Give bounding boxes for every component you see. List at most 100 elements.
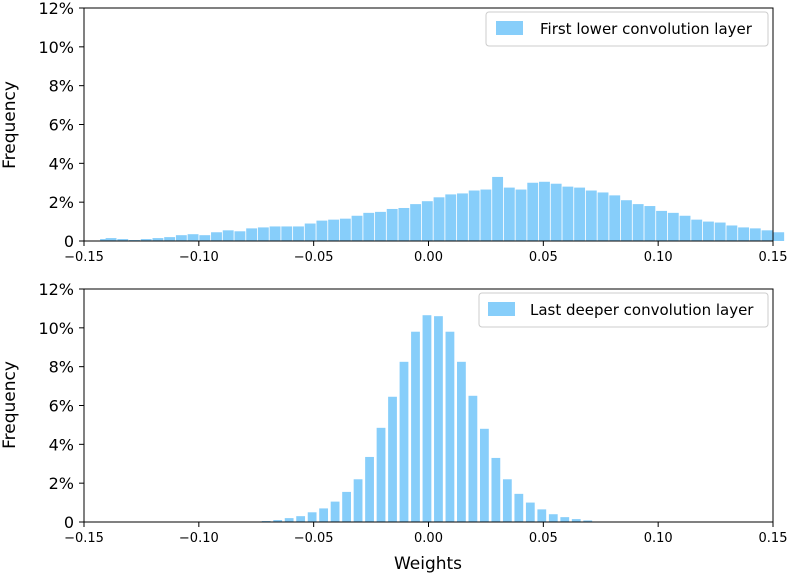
- top-bar-33: [480, 189, 492, 241]
- top-bar-12: [234, 231, 246, 241]
- top-bar-48: [656, 210, 668, 241]
- top-x-tick-label: 0.00: [414, 250, 443, 265]
- bottom-legend-box: [478, 292, 769, 328]
- top-y-tick-label: 12%: [38, 0, 74, 18]
- top-bar-34: [492, 176, 504, 241]
- bottom-legend: Last deeper convolution layer: [478, 292, 769, 328]
- top-bar-43: [597, 192, 609, 241]
- top-legend-box: [485, 11, 769, 47]
- top-bar-35: [503, 187, 515, 241]
- bottom-bar-13: [399, 361, 409, 522]
- bottom-x-tick-label: 0.00: [414, 531, 443, 546]
- top-bar-58: [773, 232, 785, 241]
- top-bar-16: [281, 226, 293, 241]
- top-bar-6: [164, 237, 176, 241]
- top-bar-41: [574, 187, 586, 241]
- bottom-y-axis-label: Frequency: [0, 361, 20, 449]
- top-bar-45: [621, 200, 632, 241]
- top-x-tick-label: −0.05: [294, 250, 334, 265]
- top-bar-42: [585, 190, 597, 241]
- top-bar-37: [527, 182, 539, 241]
- bottom-bar-11: [376, 427, 386, 522]
- top-y-tick-label: 10%: [38, 38, 74, 57]
- bottom-x-tick-label: 0.15: [759, 531, 788, 546]
- top-bar-29: [433, 197, 445, 241]
- top-y-tick-label: 0: [64, 232, 74, 251]
- bottom-y-tick-label: 2%: [49, 474, 74, 493]
- top-bar-54: [726, 225, 738, 241]
- top-bar-21: [339, 218, 351, 241]
- top-bar-24: [375, 211, 386, 242]
- bottom-x-tick-label: 0.05: [529, 531, 558, 546]
- bottom-bar-26: [548, 514, 558, 522]
- top-bar-15: [269, 226, 281, 241]
- top-bar-40: [562, 186, 574, 241]
- top-bar-22: [351, 215, 363, 241]
- bottom-y-tick-label: 6%: [49, 397, 74, 416]
- bottom-bar-28: [571, 519, 581, 522]
- top-bar-18: [304, 223, 316, 241]
- top-bar-11: [222, 230, 234, 241]
- bottom-bar-23: [514, 493, 524, 522]
- top-bar-26: [398, 207, 410, 241]
- top-bar-5: [152, 238, 164, 241]
- top-bar-9: [199, 235, 211, 241]
- bottom-bar-20: [479, 428, 489, 522]
- top-subplot: 0 2% 4% 6% 8% 10% 12% −0.15 −0.10 −0.05 0.00 0.05 0…: [0, 0, 787, 265]
- top-bar-19: [316, 220, 328, 241]
- top-bar-28: [421, 201, 433, 241]
- top-y-tick-label: 6%: [49, 116, 74, 135]
- bottom-bar-17: [445, 331, 455, 522]
- bottom-bar-16: [434, 316, 443, 522]
- top-bar-10: [211, 232, 222, 241]
- top-bar-30: [445, 194, 457, 241]
- top-legend-swatch: [496, 21, 523, 35]
- top-x-ticks: −0.15 −0.10 −0.05 0.00 0.05 0.10 0.15: [64, 241, 787, 265]
- bottom-bar-7: [330, 501, 340, 522]
- bottom-bar-19: [468, 395, 478, 522]
- bottom-x-tick-label: 0.10: [644, 531, 673, 546]
- bottom-x-ticks: −0.15 −0.10 −0.05 0.00 0.05 0.10 0.15: [64, 522, 787, 546]
- top-bar-0: [100, 239, 111, 241]
- top-y-ticks: 0 2% 4% 6% 8% 10% 12%: [38, 0, 84, 251]
- top-bar-49: [667, 212, 679, 241]
- top-bar-38: [539, 181, 550, 241]
- bottom-bar-4: [296, 516, 306, 522]
- bottom-legend-swatch: [488, 302, 515, 316]
- top-bar-36: [515, 189, 527, 241]
- top-bar-51: [691, 219, 703, 241]
- top-y-tick-label: 8%: [49, 77, 74, 96]
- bottom-bar-27: [560, 517, 570, 522]
- top-x-tick-label: 0.05: [529, 250, 558, 265]
- bottom-bar-12: [388, 396, 397, 522]
- top-bar-31: [457, 193, 468, 241]
- top-bar-7: [175, 235, 187, 241]
- top-bar-17: [293, 226, 304, 241]
- bottom-bar-29: [583, 520, 593, 522]
- bottom-x-tick-label: −0.05: [294, 531, 334, 546]
- bottom-y-ticks: 0 2% 4% 6% 8% 10% 12%: [38, 280, 84, 532]
- top-bar-13: [246, 228, 258, 241]
- top-legend-label: First lower convolution layer: [540, 20, 753, 38]
- bottom-histogram-bars: [250, 315, 593, 522]
- bottom-x-tick-label: −0.10: [179, 531, 219, 546]
- bottom-bar-5: [307, 512, 317, 522]
- top-y-tick-label: 4%: [49, 154, 74, 173]
- bottom-y-tick-label: 12%: [38, 280, 74, 299]
- top-x-tick-label: −0.10: [179, 250, 219, 265]
- bottom-bar-21: [491, 457, 501, 522]
- top-bar-44: [609, 195, 621, 241]
- top-bar-23: [363, 212, 375, 241]
- bottom-bar-15: [422, 315, 432, 522]
- bottom-bar-2: [273, 520, 283, 522]
- bottom-bar-6: [319, 508, 329, 522]
- top-bar-1: [105, 238, 117, 241]
- top-bar-53: [714, 222, 726, 241]
- bottom-y-tick-label: 10%: [38, 319, 74, 338]
- top-bar-25: [386, 208, 398, 241]
- bottom-bar-9: [353, 479, 363, 522]
- top-x-tick-label: −0.15: [64, 250, 104, 265]
- bottom-bar-8: [342, 491, 351, 522]
- bottom-y-tick-label: 4%: [49, 435, 74, 454]
